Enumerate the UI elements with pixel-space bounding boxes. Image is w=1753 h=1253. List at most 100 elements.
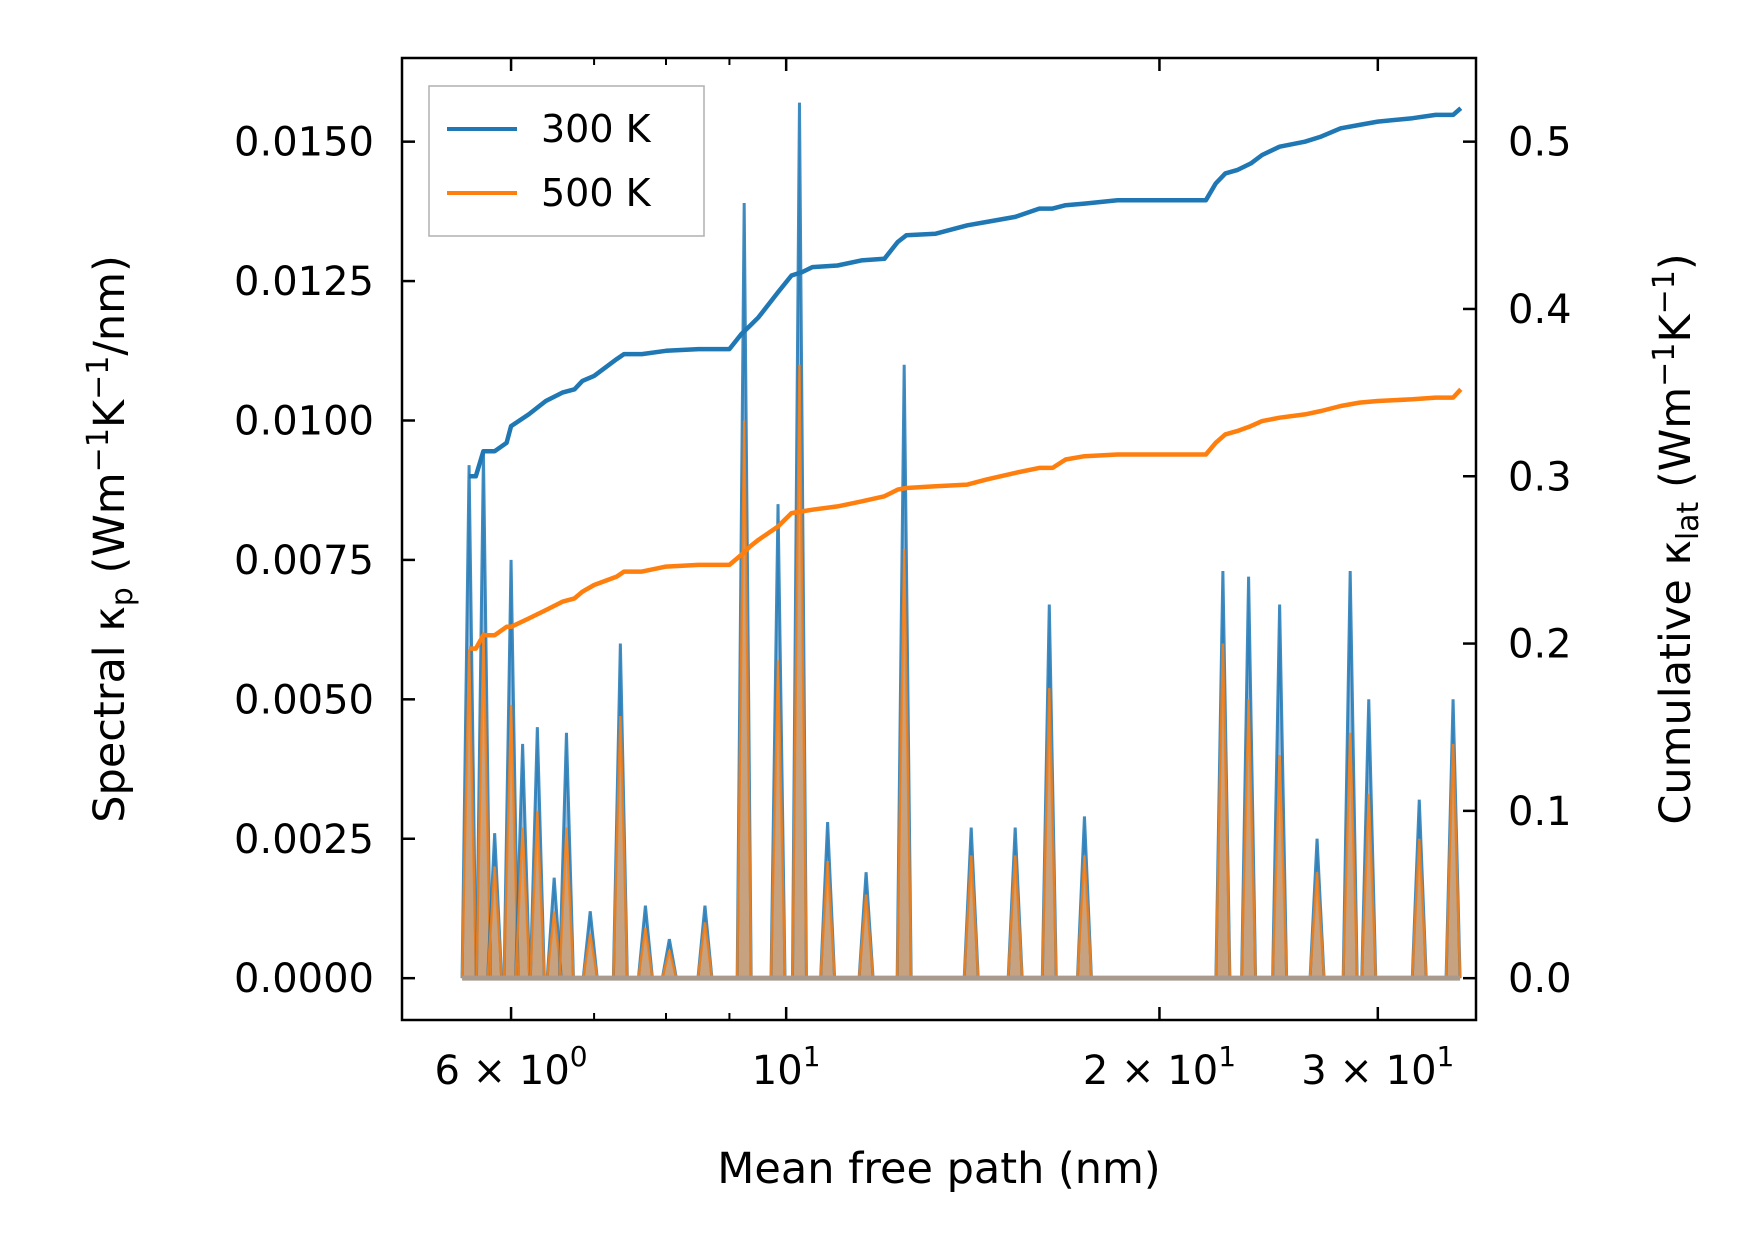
left-y-title-sup1: −1 <box>81 428 116 472</box>
spectral-fill-500k-4 <box>515 827 530 979</box>
right-y-axis-title: Cumulative κlat (Wm−1K−1) <box>1647 253 1706 824</box>
x-tick-label-3: 3 × 101 <box>1301 1040 1454 1094</box>
left-y-title-mid: K <box>85 398 135 428</box>
spectral-peak-300k-25 <box>1271 604 1289 979</box>
x-tick-label-exp-2: 1 <box>1218 1040 1236 1073</box>
spectral-peak-500k-4 <box>514 827 531 979</box>
tick-label-layer: 6 × 100 101 2 × 101 3 × 1010.00000.00250.00… <box>234 120 1572 1094</box>
spectral-peak-500k-9 <box>612 716 629 979</box>
spectral-fill-500k-3 <box>504 704 519 979</box>
y-left-tick-label-5: 0.0125 <box>234 259 374 305</box>
spectral-peak-300k-4 <box>514 743 532 979</box>
spectral-peak-500k-14 <box>769 660 787 979</box>
spectral-peak-500k-0 <box>460 649 478 979</box>
left-y-title-sup2: −1 <box>81 356 116 400</box>
spectral-peak-500k-2 <box>486 866 503 979</box>
spectral-peak-500k-10 <box>637 927 654 979</box>
right-y-title-mid: K <box>1651 313 1701 343</box>
spectral-peak-500k-15 <box>791 364 808 979</box>
x-tick-label-exp-1: 1 <box>803 1040 821 1073</box>
y-left-tick-label-0: 0.0000 <box>234 956 374 1002</box>
spectral-peak-500k-20 <box>1006 855 1024 979</box>
spectral-peak-500k-17 <box>857 894 875 979</box>
line-layer <box>460 102 1463 981</box>
spectral-fill-500k-0 <box>462 649 477 979</box>
spectral-peak-500k-26 <box>1308 872 1326 979</box>
spectral-peak-500k-22 <box>1076 855 1093 979</box>
spectral-peak-300k-7 <box>557 732 575 979</box>
spectral-peak-500k-23 <box>1214 643 1232 979</box>
left-y-title-unit-open: (Wm <box>85 472 135 587</box>
y-left-tick-label-2: 0.0050 <box>234 677 374 723</box>
spectral-peak-500k-29 <box>1411 838 1428 979</box>
y-left-tick-label-1: 0.0025 <box>234 817 374 863</box>
spectral-fill-500k-5 <box>530 810 545 979</box>
x-tick-label-2: 2 × 101 <box>1083 1040 1236 1094</box>
spectral-fill-500k-25 <box>1272 755 1287 979</box>
spectral-peak-500k-21 <box>1041 688 1058 979</box>
spectral-fill-500k-8 <box>583 933 598 979</box>
spectral-peak-500k-12 <box>696 922 714 979</box>
right-y-title-sub: lat <box>1671 501 1706 540</box>
spectral-peak-500k-13 <box>735 420 753 979</box>
spectral-fill-500k-12 <box>697 922 712 979</box>
left-y-axis-title: Spectral κp (Wm−1K−1/nm) <box>81 255 140 823</box>
left-y-title-unit-close: /nm) <box>85 255 135 355</box>
y-left-tick-label-4: 0.0100 <box>234 398 374 444</box>
spectral-peak-500k-1 <box>475 632 492 979</box>
axes-frame <box>400 56 1478 1022</box>
spectral-fill-500k-16 <box>820 861 835 979</box>
spectral-peak-300k-27 <box>1341 571 1359 979</box>
y-right-tick-label-3: 0.3 <box>1508 454 1572 500</box>
spectral-peak-500k-7 <box>558 827 575 979</box>
legend-label-300k: 300 K <box>541 107 652 151</box>
x-tick-label-base-0: 6 × 10 <box>435 1048 570 1094</box>
spectral-fill-500k-7 <box>559 827 574 979</box>
spectral-fill-500k-15 <box>792 364 807 979</box>
spectral-peak-500k-30 <box>1444 743 1462 979</box>
spectral-fill-500k-14 <box>771 660 786 979</box>
y-right-tick-label-2: 0.2 <box>1508 622 1572 668</box>
spectral-fill-500k-29 <box>1412 838 1427 979</box>
x-tick-label-1: 101 <box>752 1040 821 1094</box>
spectral-fill-500k-11 <box>662 950 677 979</box>
spectral-fill-500k-28 <box>1361 794 1376 979</box>
spectral-peak-500k-24 <box>1240 699 1257 979</box>
spectral-fill-500k-1 <box>476 632 491 979</box>
spectral-fill-500k-9 <box>613 716 628 979</box>
spectral-peak-500k-18 <box>895 548 913 979</box>
legend-box <box>428 85 705 237</box>
spectral-fill-500k-23 <box>1215 643 1230 979</box>
spectral-peak-500k-25 <box>1271 755 1288 979</box>
y-left-tick-label-6: 0.0150 <box>234 120 374 166</box>
spectral-fill-500k-13 <box>737 420 752 979</box>
cumulative-line-300k <box>469 106 1463 479</box>
spectral-fill-500k-21 <box>1042 688 1057 979</box>
x-tick-label-exp-3: 1 <box>1437 1040 1455 1073</box>
spectral-fill-500k-26 <box>1310 872 1325 979</box>
right-y-title-sup2: −1 <box>1647 270 1682 314</box>
y-right-tick-label-4: 0.4 <box>1508 287 1572 333</box>
spectral-peak-500k-28 <box>1360 794 1378 979</box>
spectral-fill-500k-22 <box>1077 855 1092 979</box>
right-y-title-unit-open: (Wm <box>1651 387 1701 502</box>
right-y-title-sup1: −1 <box>1647 343 1682 387</box>
x-tick-label-base-1: 10 <box>752 1048 803 1094</box>
spectral-peak-500k-19 <box>962 855 980 979</box>
left-y-title-main: Spectral κ <box>85 606 135 823</box>
spectral-fill-500k-19 <box>964 855 979 979</box>
legend-label-500k: 500 K <box>541 171 652 215</box>
spectral-fill-500k-30 <box>1446 743 1461 979</box>
right-y-title-unit-close: ) <box>1651 253 1701 270</box>
x-axis-title: Mean free path (nm) <box>717 1144 1160 1194</box>
x-tick-label-base-3: 3 × 10 <box>1301 1048 1436 1094</box>
y-right-tick-label-1: 0.1 <box>1508 789 1572 835</box>
spectral-fill-500k-6 <box>547 911 562 979</box>
x-tick-label-exp-0: 0 <box>570 1040 588 1073</box>
plot-area <box>460 102 1463 981</box>
spectral-peak-500k-3 <box>502 704 520 979</box>
y-left-tick-label-3: 0.0075 <box>234 538 374 584</box>
x-tick-label-base-2: 2 × 10 <box>1083 1048 1218 1094</box>
